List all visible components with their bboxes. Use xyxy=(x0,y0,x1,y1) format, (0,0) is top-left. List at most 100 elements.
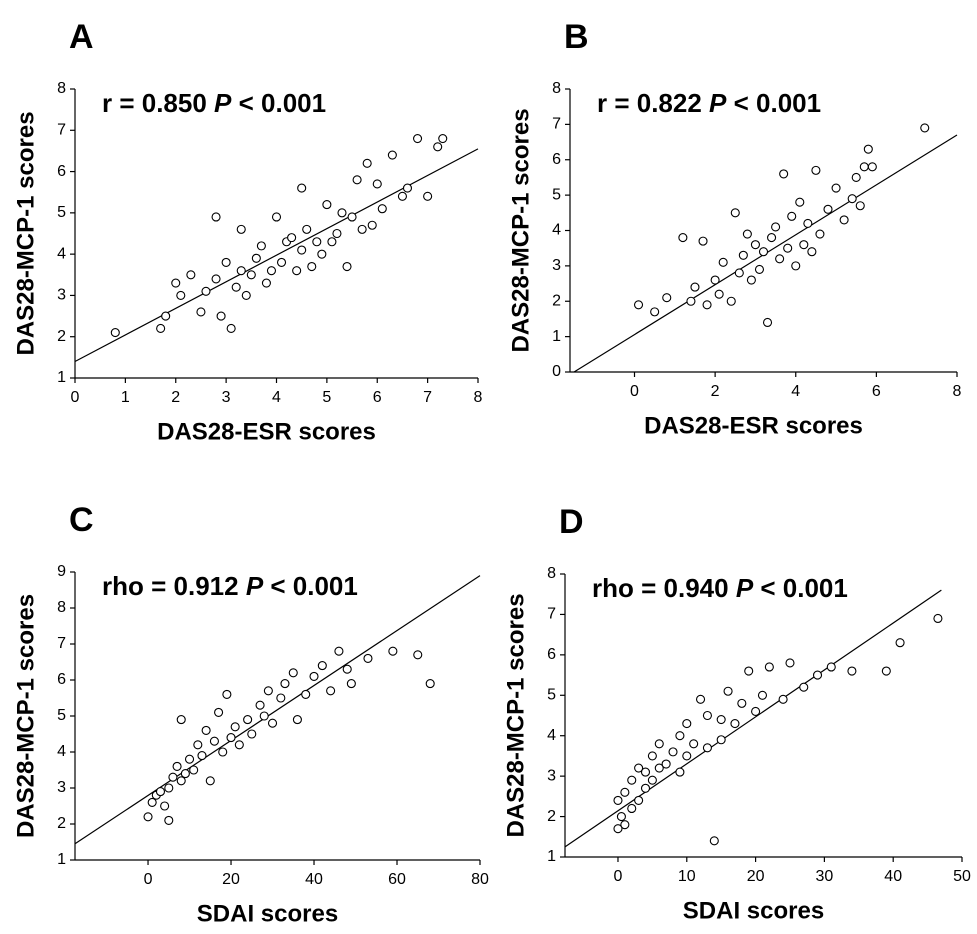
point xyxy=(675,767,685,777)
point xyxy=(771,222,781,232)
y-tick-label: 7 xyxy=(552,116,561,133)
point xyxy=(613,795,623,805)
point xyxy=(280,679,290,689)
point xyxy=(734,268,744,278)
point xyxy=(746,275,756,285)
point xyxy=(709,836,719,846)
x-axis-label: SDAI scores xyxy=(197,900,338,927)
panel-label: C xyxy=(69,501,94,539)
point xyxy=(160,801,170,811)
point xyxy=(261,278,271,288)
point xyxy=(778,694,788,704)
y-tick-label: 6 xyxy=(547,646,556,663)
trend-line xyxy=(74,148,479,363)
point xyxy=(716,714,726,725)
point xyxy=(855,201,865,211)
point xyxy=(689,739,699,749)
point xyxy=(226,733,236,743)
point xyxy=(334,646,344,656)
point xyxy=(176,776,186,786)
point xyxy=(863,144,873,154)
point xyxy=(433,142,443,152)
point xyxy=(920,123,930,133)
point xyxy=(616,812,626,822)
point xyxy=(292,266,302,276)
point xyxy=(156,323,166,334)
point xyxy=(226,323,236,334)
y-tick-label: 8 xyxy=(552,80,561,97)
point xyxy=(675,731,685,741)
x-tick-label: 40 xyxy=(884,868,902,885)
y-tick-label: 3 xyxy=(547,767,556,784)
point xyxy=(222,689,232,699)
point xyxy=(668,747,678,757)
point xyxy=(236,266,246,276)
point xyxy=(326,686,336,696)
y-tick-label: 3 xyxy=(57,779,66,796)
point xyxy=(751,706,761,717)
annotation: r = 0.850 P < 0.001 xyxy=(102,88,326,118)
annotation-part: P xyxy=(246,571,264,601)
point xyxy=(372,179,382,189)
y-tick-label: 6 xyxy=(57,163,66,180)
point xyxy=(738,250,748,260)
point xyxy=(726,296,736,306)
point xyxy=(812,670,823,680)
point xyxy=(775,254,785,264)
point xyxy=(634,795,644,805)
x-tick-label: 2 xyxy=(171,389,180,406)
point xyxy=(307,261,317,272)
point xyxy=(716,735,726,745)
annotation-part: < 0.001 xyxy=(263,571,358,601)
point xyxy=(209,736,219,746)
annotation: r = 0.822 P < 0.001 xyxy=(597,88,821,118)
point xyxy=(193,740,203,750)
point xyxy=(815,229,825,239)
point xyxy=(702,710,712,721)
point xyxy=(742,229,752,239)
y-tick-label: 1 xyxy=(552,328,561,345)
x-tick-label: 2 xyxy=(711,383,720,400)
point xyxy=(176,290,186,300)
point xyxy=(110,328,120,338)
point xyxy=(155,787,166,797)
y-tick-label: 8 xyxy=(57,80,66,97)
point xyxy=(363,653,373,663)
point xyxy=(634,763,644,773)
point xyxy=(236,224,246,234)
point xyxy=(620,787,630,797)
point xyxy=(337,208,347,218)
point xyxy=(255,700,265,710)
point xyxy=(933,613,943,624)
point xyxy=(881,666,891,676)
point xyxy=(205,776,215,786)
point xyxy=(297,245,307,255)
point xyxy=(423,191,433,201)
point xyxy=(357,224,367,234)
point xyxy=(251,253,261,263)
point xyxy=(730,719,740,729)
point xyxy=(690,282,700,292)
point xyxy=(211,212,221,222)
point xyxy=(267,718,278,728)
x-tick-label: 8 xyxy=(474,389,483,406)
y-tick-label: 6 xyxy=(57,671,66,688)
trend-line xyxy=(564,589,942,848)
y-tick-label: 5 xyxy=(57,204,66,221)
x-tick-label: 20 xyxy=(747,868,765,885)
point xyxy=(757,690,768,700)
point xyxy=(847,666,857,676)
y-tick-label: 4 xyxy=(547,727,556,744)
panel-label: D xyxy=(559,503,584,541)
point xyxy=(243,715,253,725)
point xyxy=(779,169,789,179)
x-tick-label: 60 xyxy=(388,871,406,888)
point xyxy=(650,307,660,317)
point xyxy=(785,658,795,668)
point xyxy=(714,289,724,299)
point xyxy=(317,249,327,259)
point xyxy=(640,783,651,793)
point xyxy=(682,719,692,729)
